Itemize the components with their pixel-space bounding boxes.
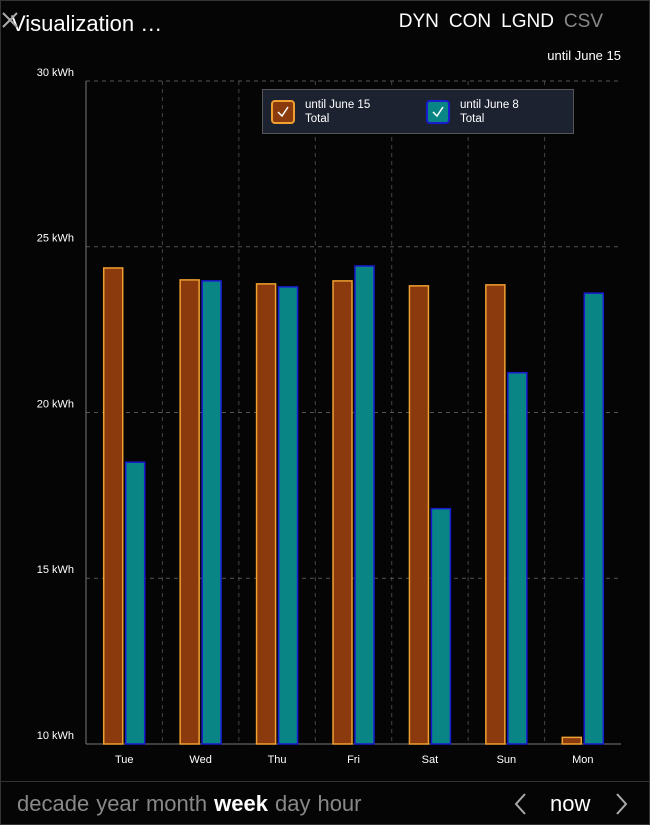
y-tick-label: 30 kWh <box>37 67 74 79</box>
toolbar: DYN CON LGND CSV <box>399 11 603 33</box>
next-button[interactable] <box>613 792 629 816</box>
y-tick-label: 10 kWh <box>37 730 74 742</box>
range-button[interactable]: year <box>96 791 139 816</box>
x-tick-label: Mon <box>572 754 593 766</box>
bar <box>124 461 146 745</box>
x-tick-label: Fri <box>347 754 360 766</box>
range-button[interactable]: day <box>274 791 311 816</box>
bar <box>179 279 200 745</box>
range-selector: decade year month week day hour <box>17 791 362 817</box>
check <box>432 106 444 117</box>
bar <box>102 267 124 745</box>
y-tick-label: 20 kWh <box>37 398 74 410</box>
dyn-button[interactable]: DYN <box>398 11 439 32</box>
bar <box>430 507 452 745</box>
bar <box>332 280 353 745</box>
bar <box>561 736 583 745</box>
x-tick-label: Tue <box>115 754 134 766</box>
close-button[interactable] <box>1 11 19 29</box>
range-button[interactable]: decade <box>17 791 90 816</box>
csv-button[interactable]: CSV <box>563 11 603 32</box>
x-tick-label: Sat <box>422 754 439 766</box>
bar <box>277 286 299 745</box>
bar <box>583 292 605 745</box>
now-button[interactable]: now <box>550 791 591 816</box>
range-button[interactable]: hour <box>317 791 362 816</box>
legend-checkbox[interactable] <box>426 99 450 124</box>
legend-label: until June 15 Total <box>305 98 371 125</box>
legend-entry[interactable]: until June 15 Total <box>271 98 418 126</box>
bar <box>201 280 222 745</box>
check <box>277 106 289 117</box>
range-button[interactable]: month <box>145 791 208 816</box>
prev-button[interactable] <box>513 792 529 816</box>
legend: until June 15 Total until June 8 Total <box>262 89 574 134</box>
x-tick-label: Sun <box>497 754 517 766</box>
bar <box>354 265 375 745</box>
bar <box>507 371 528 745</box>
x-tick-label: Thu <box>268 754 287 766</box>
bar <box>485 284 506 745</box>
lgnd-button[interactable]: LGND <box>501 11 554 32</box>
bar <box>255 283 277 745</box>
legend-entry[interactable]: until June 8 Total <box>426 98 573 126</box>
legend-label: until June 8 Total <box>460 98 519 125</box>
chart: 10 kWh 15 kWh 20 kWh 25 kWh 30 kWh Tue Wed Thu F… <box>37 67 621 766</box>
y-tick-label: 25 kWh <box>37 233 74 245</box>
title: Visualization … <box>11 11 163 36</box>
footer: decade year month week day hour now <box>1 781 649 824</box>
con-button[interactable]: CON <box>448 11 492 32</box>
range-button[interactable]: week <box>214 791 268 816</box>
legend-checkbox[interactable] <box>271 99 295 124</box>
bar <box>408 285 430 745</box>
x-tick-label: Wed <box>189 754 211 766</box>
y-tick-label: 15 kWh <box>37 564 74 576</box>
subtitle: until June 15 <box>547 48 621 63</box>
